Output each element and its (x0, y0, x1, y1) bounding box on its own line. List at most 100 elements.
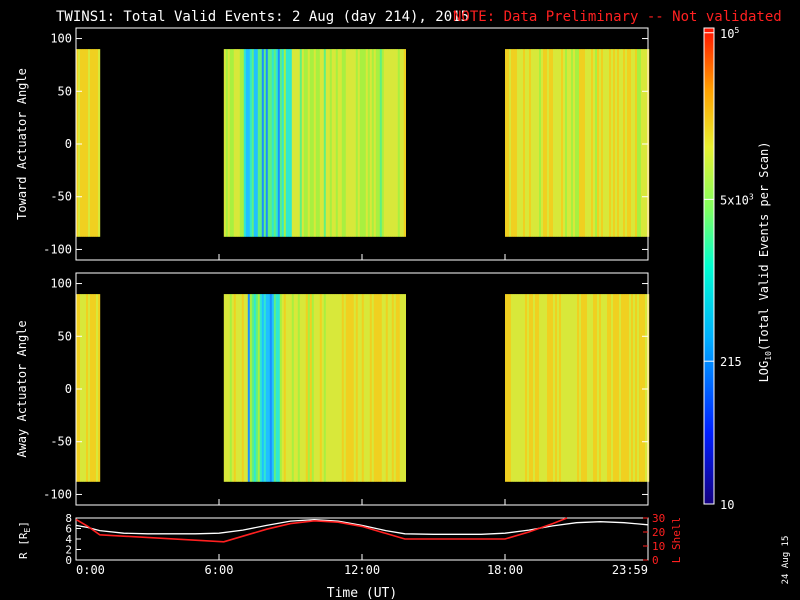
heatmap-column (393, 49, 396, 237)
toward-y-ticks: 100 50 0 -50 -100 (43, 32, 649, 260)
heatmap-column (231, 49, 234, 237)
heatmap-column (331, 294, 334, 482)
heatmap-column (547, 294, 550, 482)
heatmap-column (341, 49, 344, 237)
y-tick-label: -50 (50, 190, 72, 204)
heatmap-column (227, 294, 230, 482)
heatmap-column (235, 49, 238, 237)
heatmap-column (529, 294, 532, 482)
heatmap-column (527, 49, 530, 237)
heatmap-column (615, 294, 618, 482)
heatmap-column (613, 49, 616, 237)
heatmap-column (359, 294, 362, 482)
heatmap-column (249, 49, 252, 237)
heatmap-column (323, 49, 326, 237)
heatmap-column (597, 49, 600, 237)
heatmap-column (299, 294, 302, 482)
heatmap-column (305, 49, 308, 237)
heatmap-column (223, 294, 226, 482)
heatmap-column (563, 49, 566, 237)
heatmap-column (241, 49, 244, 237)
heatmap-column (86, 49, 89, 237)
heatmap-column (317, 49, 320, 237)
heatmap-column (293, 294, 296, 482)
heatmap-column (543, 49, 546, 237)
heatmap-column (601, 49, 604, 237)
heatmap-column (609, 294, 612, 482)
heatmap-column (375, 49, 378, 237)
colorbar-tick-label: 5x103 (720, 192, 754, 207)
r-axis-label: R [RE] (17, 521, 32, 559)
heatmap-column (271, 49, 274, 237)
heatmap-column (273, 49, 276, 237)
heatmap-column (519, 294, 522, 482)
y-tick-label: 50 (58, 329, 72, 343)
heatmap-column (583, 294, 586, 482)
heatmap-column (345, 294, 348, 482)
heatmap-column (281, 49, 284, 237)
r-series-line (75, 518, 649, 535)
heatmap-column (267, 294, 270, 482)
heatmap-column (395, 49, 398, 237)
colorbar-tick-label: 105 (720, 26, 739, 41)
heatmap-column (627, 49, 630, 237)
heatmap-column (635, 294, 638, 482)
heatmap-column (535, 294, 538, 482)
heatmap-column (325, 49, 328, 237)
r-tick-label: 2 (65, 544, 72, 557)
heatmap-column (283, 294, 286, 482)
heatmap-column (505, 49, 508, 237)
heatmap-column (263, 49, 266, 237)
heatmap-column (82, 294, 85, 482)
heatmap-column (231, 294, 234, 482)
heatmap-column (565, 294, 568, 482)
heatmap-column (88, 294, 91, 482)
heatmap-column (309, 49, 312, 237)
heatmap-column (617, 294, 620, 482)
heatmap-column (381, 49, 384, 237)
heatmap-column (509, 294, 512, 482)
heatmap-column (275, 49, 278, 237)
heatmap-column (365, 49, 368, 237)
heatmap-column (527, 294, 530, 482)
heatmap-column (389, 49, 392, 237)
heatmap-column (321, 49, 324, 237)
heatmap-column (645, 49, 648, 237)
heatmap-column (297, 49, 300, 237)
heatmap-column (511, 294, 514, 482)
heatmap-column (243, 294, 246, 482)
heatmap-column (575, 49, 578, 237)
heatmap-column (401, 294, 404, 482)
y-tick-label: -50 (50, 435, 72, 449)
heatmap-column (567, 49, 570, 237)
heatmap-column (76, 49, 79, 237)
heatmap-column (335, 49, 338, 237)
heatmap-column (545, 49, 548, 237)
x-tick-label: 23:59 (612, 563, 648, 577)
heatmap-column (589, 294, 592, 482)
heatmap-column (259, 49, 262, 237)
heatmap-column (303, 294, 306, 482)
heatmap-column (325, 294, 328, 482)
heatmap-column (90, 49, 93, 237)
heatmap-column (633, 49, 636, 237)
heatmap-column (98, 49, 101, 237)
y-tick-label: -100 (43, 242, 72, 256)
away-ylabel: Away Actuator Angle (15, 320, 29, 457)
heatmap-column (595, 294, 598, 482)
heatmap-column (311, 49, 314, 237)
heatmap-column (78, 49, 81, 237)
heatmap-column (547, 49, 550, 237)
heatmap-column (513, 49, 516, 237)
heatmap-column (399, 49, 402, 237)
heatmap-column (245, 294, 248, 482)
heatmap-column (229, 49, 232, 237)
heatmap-column (533, 294, 536, 482)
heatmap-column (561, 49, 564, 237)
heatmap-column (631, 49, 634, 237)
heatmap-column (289, 49, 292, 237)
heatmap-column (387, 294, 390, 482)
colorbar-tick-label: 215 (720, 355, 742, 369)
heatmap-column (359, 49, 362, 237)
